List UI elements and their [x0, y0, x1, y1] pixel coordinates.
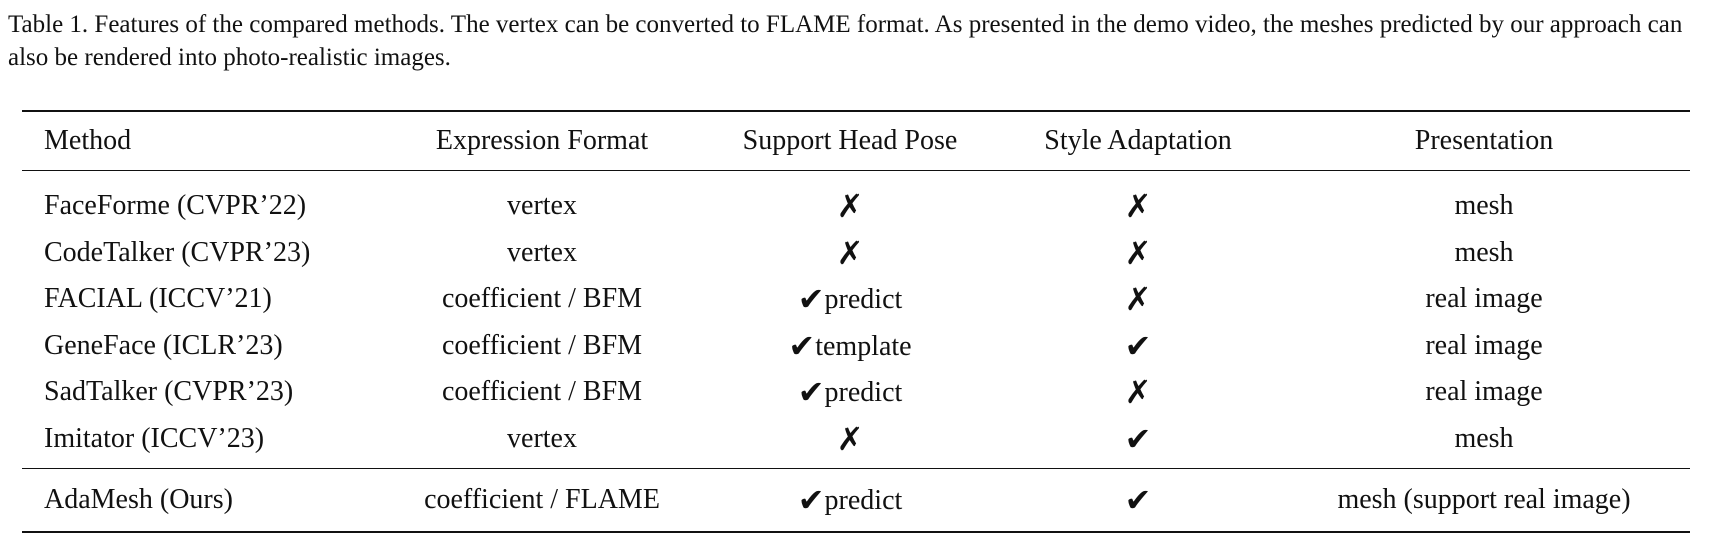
header-method: Method — [44, 125, 132, 156]
head-pose-note: predict — [824, 377, 903, 409]
table-row: SadTalker (CVPR’23) coefficient / BFM ✔p… — [22, 369, 1690, 416]
cell-style-adaptation: ✗ — [998, 230, 1278, 277]
features-table: Method Expression Format Support Head Po… — [22, 110, 1690, 533]
table-header: Method Expression Format Support Head Po… — [22, 111, 1690, 171]
check-mark-icon: ✔ — [797, 373, 825, 412]
cell-method: AdaMesh (Ours) — [44, 484, 233, 515]
check-mark-icon: ✔ — [788, 326, 816, 365]
head-pose-note: predict — [824, 284, 903, 316]
cell-style-adaptation: ✔ — [998, 469, 1278, 533]
table-row: FACIAL (ICCV’21) coefficient / BFM ✔pred… — [22, 276, 1690, 323]
table-row: Imitator (ICCV’23) vertex ✗ ✔ mesh — [22, 416, 1690, 469]
cell-head-pose: ✔predict — [702, 369, 998, 416]
cell-format: vertex — [507, 422, 577, 454]
cell-method: GeneFace (ICLR’23) — [44, 329, 283, 361]
cell-method: Imitator (ICCV’23) — [44, 422, 265, 454]
table-caption: Table 1. Features of the compared method… — [8, 11, 1683, 71]
cross-mark-icon: ✗ — [1124, 373, 1152, 412]
table-row-ours: AdaMesh (Ours) coefficient / FLAME ✔pred… — [22, 469, 1690, 533]
cell-format: coefficient / BFM — [441, 329, 643, 361]
cell-head-pose: ✗ — [702, 416, 998, 469]
table-ours-section: AdaMesh (Ours) coefficient / FLAME ✔pred… — [22, 468, 1690, 533]
cell-presentation: real image — [1425, 283, 1543, 315]
cell-style-adaptation: ✗ — [998, 369, 1278, 416]
table-body: FaceForme (CVPR’22) vertex ✗ ✗ mesh Code… — [22, 171, 1690, 469]
cell-format: vertex — [507, 190, 577, 222]
cell-format: coefficient / BFM — [441, 283, 643, 315]
check-mark-icon: ✔ — [1124, 419, 1152, 458]
head-pose-note: predict — [824, 485, 903, 516]
table-row: CodeTalker (CVPR’23) vertex ✗ ✗ mesh — [22, 230, 1690, 277]
cross-mark-icon: ✗ — [836, 233, 864, 272]
header-style-adaptation: Style Adaptation — [1044, 125, 1232, 156]
cell-presentation: mesh (support real image) — [1337, 484, 1631, 515]
cell-style-adaptation: ✗ — [998, 276, 1278, 323]
cell-head-pose: ✗ — [702, 230, 998, 277]
cross-mark-icon: ✗ — [1124, 233, 1152, 272]
cell-head-pose: ✔template — [702, 323, 998, 370]
check-mark-icon: ✔ — [797, 481, 825, 519]
cell-format: vertex — [507, 236, 577, 268]
cell-method: FaceForme (CVPR’22) — [44, 190, 307, 222]
header-support-head-pose: Support Head Pose — [742, 125, 958, 156]
cell-style-adaptation: ✗ — [998, 171, 1278, 230]
table-row: FaceForme (CVPR’22) vertex ✗ ✗ mesh — [22, 171, 1690, 230]
cell-presentation: mesh — [1454, 422, 1514, 454]
cell-style-adaptation: ✔ — [998, 416, 1278, 469]
cell-presentation: mesh — [1454, 236, 1514, 268]
cell-head-pose: ✗ — [702, 171, 998, 230]
header-row: Method Expression Format Support Head Po… — [22, 111, 1690, 171]
cross-mark-icon: ✗ — [1124, 280, 1152, 319]
cell-format: coefficient / BFM — [441, 376, 643, 408]
cell-presentation: real image — [1425, 329, 1543, 361]
check-mark-icon: ✔ — [797, 280, 825, 319]
cross-mark-icon: ✗ — [836, 419, 864, 458]
cell-method: SadTalker (CVPR’23) — [44, 376, 294, 408]
cell-head-pose: ✔predict — [702, 469, 998, 533]
header-expression-format: Expression Format — [435, 125, 649, 156]
cell-presentation: mesh — [1454, 190, 1514, 222]
cross-mark-icon: ✗ — [1124, 187, 1152, 226]
features-table-container: Method Expression Format Support Head Po… — [22, 110, 1690, 533]
table-row: GeneFace (ICLR’23) coefficient / BFM ✔te… — [22, 323, 1690, 370]
cell-style-adaptation: ✔ — [998, 323, 1278, 370]
head-pose-note: template — [815, 330, 912, 362]
cell-method: CodeTalker (CVPR’23) — [44, 236, 311, 268]
cell-format: coefficient / FLAME — [424, 484, 660, 515]
cross-mark-icon: ✗ — [836, 187, 864, 226]
check-mark-icon: ✔ — [1124, 326, 1152, 365]
cell-head-pose: ✔predict — [702, 276, 998, 323]
header-presentation: Presentation — [1414, 125, 1554, 156]
check-mark-icon: ✔ — [1124, 481, 1152, 519]
cell-presentation: real image — [1425, 376, 1543, 408]
cell-method: FACIAL (ICCV’21) — [44, 283, 272, 315]
